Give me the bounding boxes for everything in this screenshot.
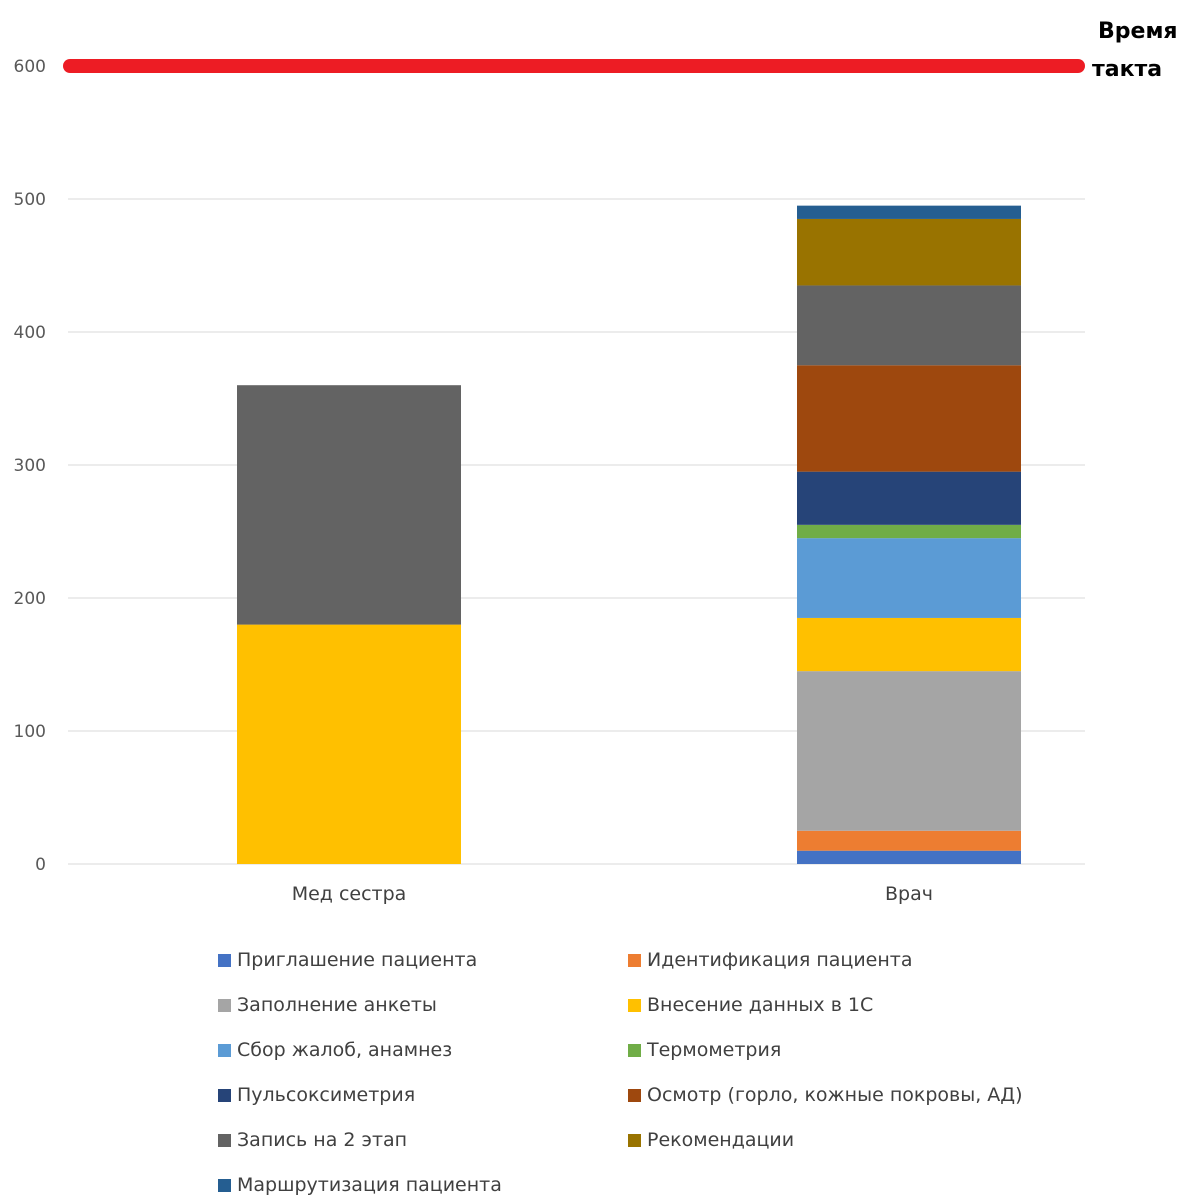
legend-item: Внесение данных в 1С: [628, 994, 873, 1016]
y-axis: 0 100 200 300 400 500 600: [14, 57, 46, 875]
legend-swatch: [628, 1043, 641, 1057]
y-tick-label: 100: [14, 722, 46, 742]
legend-swatch: [628, 1088, 641, 1102]
legend-swatch: [218, 953, 231, 967]
x-category-label: Врач: [885, 883, 933, 905]
legend-swatch: [218, 998, 231, 1012]
legend-item: Маршрутизация пациента: [218, 1174, 502, 1196]
bar-segment: [797, 671, 1021, 831]
legend-label: Заполнение анкеты: [237, 994, 437, 1016]
legend-label: Маршрутизация пациента: [237, 1174, 502, 1196]
legend-label: Приглашение пациента: [237, 949, 478, 971]
legend-label: Запись на 2 этап: [237, 1129, 408, 1151]
legend-swatch: [218, 1043, 231, 1057]
bar-segment: [237, 385, 461, 625]
legend-item: Осмотр (горло, кожные покровы, АД): [628, 1084, 1023, 1106]
x-axis: Мед сестра Врач: [292, 883, 933, 905]
bar-segment: [797, 850, 1021, 864]
legend-item: Заполнение анкеты: [218, 994, 437, 1016]
bar-segment: [797, 524, 1021, 539]
legend-swatch: [218, 1088, 231, 1102]
legend-swatch: [218, 1178, 231, 1192]
bar-segment: [797, 617, 1021, 672]
bar-segment: [797, 471, 1021, 525]
legend-label: Рекомендации: [647, 1129, 795, 1151]
legend-item: Сбор жалоб, анамнез: [218, 1039, 452, 1061]
y-tick-label: 200: [14, 589, 46, 609]
bar-segment: [797, 365, 1021, 472]
takt-time-label-line2: такта: [1092, 57, 1162, 82]
legend-label: Пульсоксиметрия: [237, 1084, 416, 1106]
y-tick-label: 600: [14, 57, 46, 77]
bar-segment: [797, 285, 1021, 366]
legend-label: Сбор жалоб, анамнез: [237, 1039, 453, 1061]
legend-label: Внесение данных в 1С: [647, 994, 874, 1016]
bars: [237, 205, 1021, 864]
legend-swatch: [628, 953, 641, 967]
y-tick-label: 0: [35, 855, 46, 875]
legend-item: Запись на 2 этап: [218, 1129, 407, 1151]
legend-item: Идентификация пациента: [628, 949, 913, 971]
y-tick-label: 500: [14, 190, 46, 210]
bar-segment: [797, 538, 1021, 618]
legend-swatch: [628, 1133, 641, 1147]
takt-time: Время такта: [63, 19, 1178, 82]
legend-item: Приглашение пациента: [218, 949, 477, 971]
bar-segment: [797, 830, 1021, 851]
legend-item: Пульсоксиметрия: [218, 1084, 415, 1106]
bar-segment: [237, 624, 461, 864]
x-category-label: Мед сестра: [292, 883, 407, 905]
takt-time-label-line1: Время: [1098, 19, 1178, 44]
bar-segment: [797, 218, 1021, 286]
bar-segment: [797, 205, 1021, 219]
legend-item: Термометрия: [628, 1039, 781, 1061]
legend-swatch: [218, 1133, 231, 1147]
y-tick-label: 300: [14, 456, 46, 476]
legend-swatch: [628, 998, 641, 1012]
legend-item: Рекомендации: [628, 1129, 794, 1151]
y-tick-label: 400: [14, 323, 46, 343]
legend-label: Идентификация пациента: [647, 949, 913, 971]
legend-label: Осмотр (горло, кожные покровы, АД): [647, 1084, 1023, 1106]
legend-label: Термометрия: [647, 1039, 782, 1061]
